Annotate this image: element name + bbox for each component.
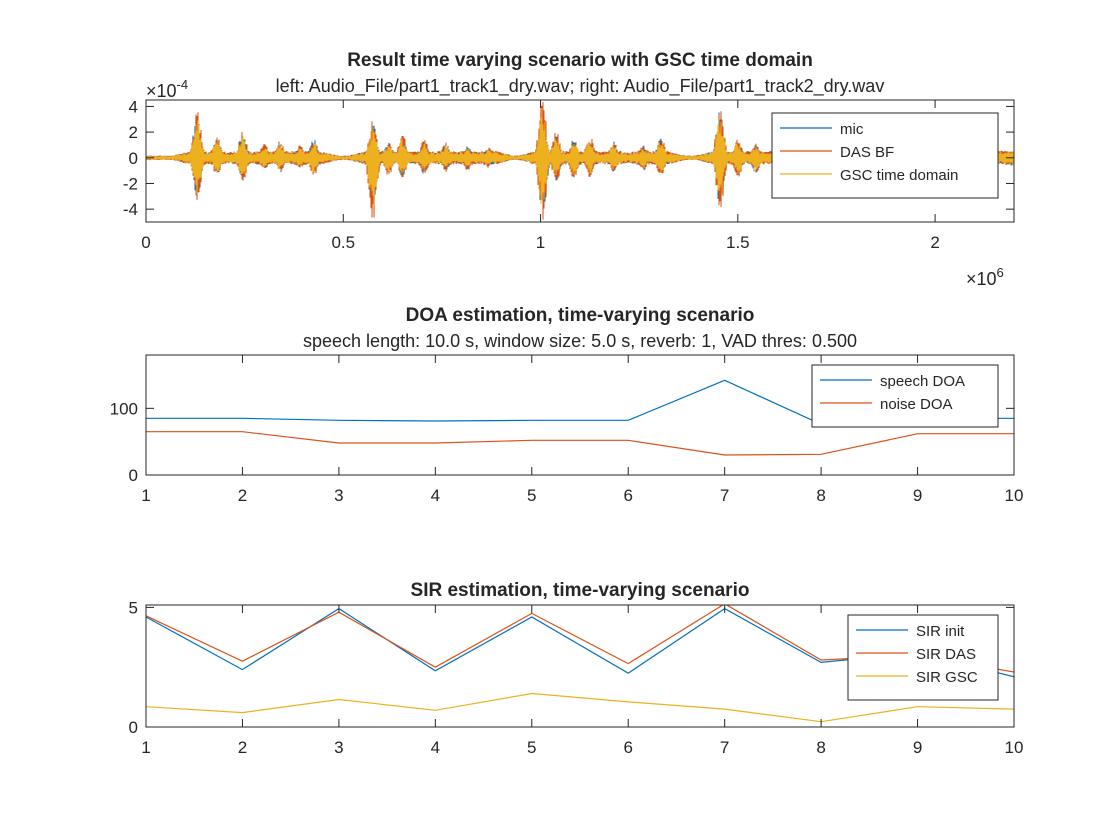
x-tick-label: 2 xyxy=(238,486,247,505)
x-tick-label: 6 xyxy=(623,486,632,505)
y-tick-label: 100 xyxy=(110,399,138,418)
x-tick-label: 2 xyxy=(238,738,247,757)
y-tick-label: 0 xyxy=(129,149,138,168)
legend-label: DAS BF xyxy=(840,144,894,161)
y-tick-label: 0 xyxy=(129,466,138,485)
y-tick-label: 4 xyxy=(129,97,138,116)
y-tick-label: 5 xyxy=(129,598,138,617)
series-sir-gsc xyxy=(146,692,1014,723)
x-tick-label: 1 xyxy=(141,486,150,505)
legend-label: SIR GSC xyxy=(916,669,978,686)
x-tick-label: 3 xyxy=(334,738,343,757)
x-exponent: 6 xyxy=(997,265,1004,280)
sir-panel: 1 2 3 4 5 6 7 8 9 10 5 0 SIR estimation, time-varyin… xyxy=(129,580,1024,757)
y-tick-label: -2 xyxy=(123,174,138,193)
legend-label: mic xyxy=(840,121,864,138)
x-tick-label: 5 xyxy=(527,486,536,505)
x-tick-label: 4 xyxy=(431,486,440,505)
legend-label: GSC time domain xyxy=(840,167,958,184)
chart-title: Result time varying scenario with GSC ti… xyxy=(347,50,813,71)
y-tick-label: 0 xyxy=(129,718,138,737)
waveform-panel: 0 0.5 1 1.5 2 4 2 0 -2 -4 Result time varying scen… xyxy=(123,50,1015,289)
legend: mic DAS BF GSC time domain xyxy=(771,112,999,199)
y-tick-label: -4 xyxy=(123,200,138,219)
x-tick-label: 4 xyxy=(431,738,440,757)
x-tick-label: 3 xyxy=(334,486,343,505)
x-exponent-label: ×106 xyxy=(966,265,1004,289)
y-tick-label: 2 xyxy=(129,123,138,142)
legend-label: SIR init xyxy=(916,623,965,640)
legend-label: speech DOA xyxy=(880,373,965,390)
y-exponent: -4 xyxy=(177,77,189,92)
legend-label: noise DOA xyxy=(880,396,953,413)
legend: speech DOA noise DOA xyxy=(811,364,999,428)
series-noise-doa xyxy=(146,431,1014,456)
legend-box xyxy=(811,364,999,428)
x-tick-label: 0 xyxy=(141,233,150,252)
x-tick-label: 1 xyxy=(141,738,150,757)
chart-subtitle: speech length: 10.0 s, window size: 5.0 … xyxy=(303,331,857,351)
x-tick-label: 6 xyxy=(623,738,632,757)
x-tick-label: 5 xyxy=(527,738,536,757)
x-tick-label: 9 xyxy=(913,738,922,757)
x-tick-label: 7 xyxy=(720,486,729,505)
axes-box xyxy=(145,354,1015,476)
x-tick-label: 7 xyxy=(720,738,729,757)
chart-title: SIR estimation, time-varying scenario xyxy=(411,580,750,601)
legend: SIR init SIR DAS SIR GSC xyxy=(847,614,999,701)
legend-box xyxy=(771,112,999,199)
axes-box xyxy=(145,99,1015,223)
x-tick-label: 8 xyxy=(816,486,825,505)
legend-label: SIR DAS xyxy=(916,646,976,663)
doa-panel: 1 2 3 4 5 6 7 8 9 10 100 0 DOA estimation, time-vary… xyxy=(110,305,1024,505)
x-tick-label: 9 xyxy=(913,486,922,505)
x-tick-label: 8 xyxy=(816,738,825,757)
x-tick-label: 0.5 xyxy=(331,233,355,252)
chart-title: DOA estimation, time-varying scenario xyxy=(406,305,755,326)
chart-subtitle: left: Audio_File/part1_track1_dry.wav; r… xyxy=(276,76,885,97)
y-exponent-label: ×10-4 xyxy=(146,77,188,101)
x-tick-label: 1.5 xyxy=(726,233,750,252)
x-tick-label: 10 xyxy=(1005,738,1024,757)
legend-box xyxy=(847,614,999,701)
axes-box xyxy=(145,604,1015,728)
x-tick-label: 10 xyxy=(1005,486,1024,505)
x-tick-label: 1 xyxy=(536,233,545,252)
x-tick-label: 2 xyxy=(930,233,939,252)
